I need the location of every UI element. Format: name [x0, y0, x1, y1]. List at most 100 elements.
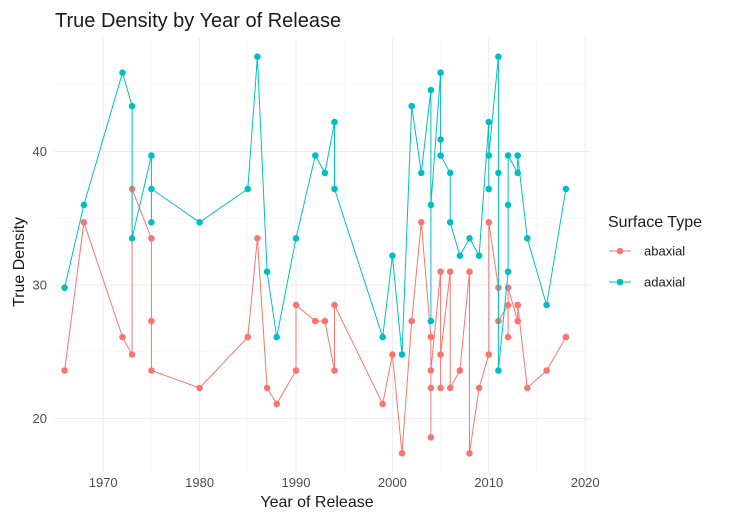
data-point [398, 351, 406, 358]
x-axis-title: Year of Release [260, 494, 373, 511]
data-point [504, 268, 512, 276]
data-point [466, 235, 473, 242]
data-point [485, 118, 493, 126]
data-point [427, 317, 435, 325]
data-point [128, 102, 136, 110]
data-point [524, 235, 531, 242]
data-point [148, 235, 155, 242]
data-point [418, 169, 425, 177]
data-point [148, 367, 155, 374]
data-point [389, 351, 396, 358]
data-point [495, 53, 502, 60]
data-point [562, 333, 570, 341]
data-point [514, 169, 521, 177]
data-point [244, 185, 252, 193]
data-point [408, 317, 416, 325]
data-point [514, 301, 521, 309]
data-point [466, 268, 473, 276]
chart-title: True Density by Year of Release [55, 10, 341, 32]
y-tick-label: 20 [33, 411, 47, 426]
data-point [263, 384, 271, 392]
data-point [119, 333, 126, 341]
data-point [427, 86, 435, 94]
data-point [446, 219, 454, 226]
data-point [504, 284, 512, 292]
x-tick-label: 2010 [474, 475, 503, 490]
data-point [196, 219, 203, 226]
x-tick-label: 1970 [89, 475, 118, 490]
data-point [312, 317, 319, 325]
data-point [244, 333, 252, 341]
x-tick-label: 2020 [571, 475, 600, 490]
data-point [427, 434, 435, 441]
data-point [514, 152, 521, 159]
data-point [80, 201, 88, 209]
data-point [524, 384, 531, 392]
data-point [61, 284, 68, 292]
x-tick-label: 2000 [378, 475, 407, 490]
data-point [148, 219, 155, 226]
data-point [437, 69, 444, 76]
data-point [398, 450, 406, 457]
data-point [466, 450, 473, 457]
data-point [119, 69, 126, 76]
data-point [379, 333, 387, 341]
data-point [437, 351, 444, 358]
grid [55, 38, 590, 472]
legend-title: Surface Type [608, 214, 702, 231]
data-point [427, 367, 435, 374]
data-point [263, 268, 271, 276]
data-point [292, 235, 300, 242]
legend-label: abaxial [644, 244, 685, 259]
data-point [504, 152, 512, 159]
plot-series [61, 53, 570, 457]
data-point [495, 367, 502, 374]
data-point [254, 235, 261, 242]
data-point [292, 301, 300, 309]
data-point [437, 384, 444, 392]
data-point [321, 317, 329, 325]
series-abaxial [61, 185, 570, 457]
data-point [446, 169, 454, 177]
data-point [456, 367, 464, 374]
data-point [331, 185, 338, 193]
data-point [437, 268, 444, 276]
legend-item-abaxial: abaxial [609, 244, 685, 259]
data-point [196, 384, 203, 392]
data-point [485, 351, 493, 358]
data-point [475, 384, 483, 392]
data-point [128, 351, 136, 358]
data-point [485, 152, 493, 159]
data-point [446, 384, 454, 392]
y-axis: 20 30 40 [33, 144, 47, 426]
data-point [292, 367, 300, 374]
y-tick-label: 30 [33, 278, 47, 293]
x-tick-label: 1990 [282, 475, 311, 490]
data-point [148, 152, 155, 159]
legend-key-point [616, 278, 624, 286]
data-point [514, 317, 521, 325]
data-point [379, 400, 387, 408]
legend-label: adaxial [644, 275, 685, 290]
data-point [427, 384, 435, 392]
data-point [331, 118, 338, 126]
data-point [437, 136, 444, 143]
data-point [148, 185, 155, 193]
y-tick-label: 40 [33, 144, 47, 159]
y-axis-title: True Density [11, 217, 28, 307]
data-point [273, 400, 281, 408]
data-point [475, 252, 483, 259]
data-point [80, 219, 88, 226]
legend: Surface Type abaxial adaxial [608, 214, 702, 290]
data-point [321, 169, 329, 177]
legend-item-adaxial: adaxial [609, 275, 685, 290]
data-point [456, 252, 464, 259]
data-point [446, 268, 454, 276]
data-point [128, 235, 136, 242]
x-axis: 1970 1980 1990 2000 2010 2020 [89, 475, 600, 490]
data-point [504, 333, 512, 341]
data-point [331, 367, 338, 374]
data-point [485, 185, 493, 193]
data-point [273, 333, 281, 341]
